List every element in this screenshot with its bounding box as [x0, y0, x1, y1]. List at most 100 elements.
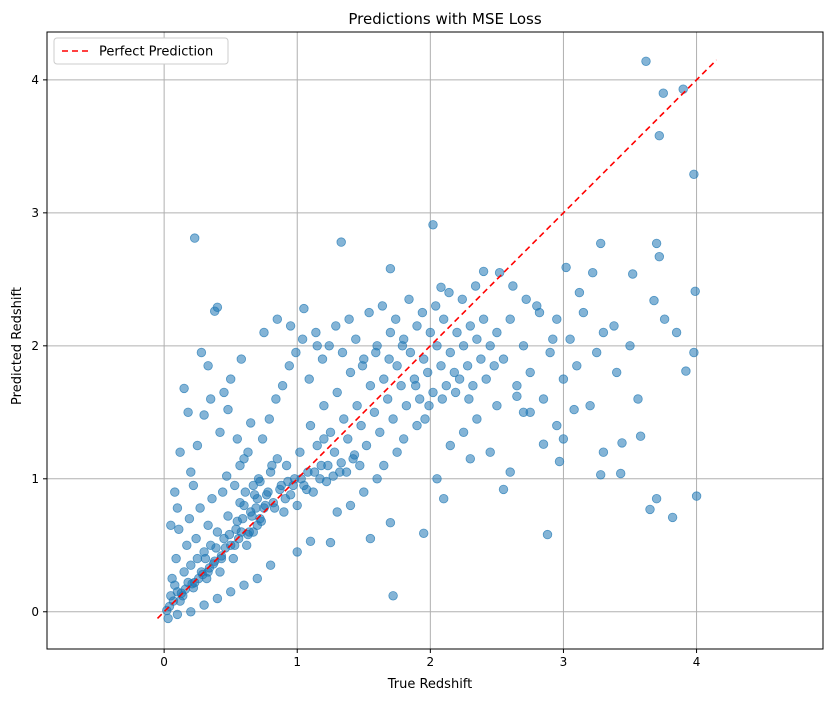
data-point: [183, 407, 193, 418]
data-point: [299, 303, 309, 314]
data-point: [558, 374, 569, 384]
data-point: [462, 361, 473, 371]
data-point: [200, 553, 211, 564]
data-point: [163, 613, 173, 624]
data-point: [419, 528, 429, 539]
data-point: [412, 420, 422, 431]
data-point: [498, 484, 509, 495]
x-tick-label: 3: [560, 655, 568, 669]
data-point: [319, 401, 329, 411]
data-point: [199, 410, 209, 420]
data-point: [248, 480, 259, 491]
y-tick-label: 3: [31, 206, 39, 220]
data-point: [492, 401, 502, 411]
data-point: [192, 553, 203, 564]
data-point: [492, 327, 502, 338]
data-point: [257, 434, 268, 444]
data-point: [188, 480, 199, 491]
data-point: [252, 573, 262, 584]
x-tick-label: 0: [160, 655, 168, 669]
data-point: [264, 414, 275, 424]
data-point: [379, 374, 389, 384]
data-point: [481, 374, 491, 384]
perfect-prediction-line: [156, 59, 718, 619]
data-point: [445, 347, 456, 358]
data-point: [458, 427, 469, 438]
data-point: [369, 407, 380, 418]
data-point: [189, 233, 200, 243]
data-point: [332, 507, 342, 517]
data-point: [392, 447, 402, 457]
data-point: [654, 252, 665, 262]
data-point: [349, 450, 360, 460]
data-point: [245, 418, 256, 428]
data-point: [192, 440, 203, 451]
plot-frame: [46, 31, 824, 650]
data-point: [301, 484, 312, 495]
data-point: [331, 321, 341, 331]
chart-title: Predictions with MSE Loss: [348, 10, 541, 28]
x-axis-label: True Redshift: [387, 677, 473, 692]
legend-box: [53, 37, 229, 65]
data-point: [345, 367, 356, 378]
data-point: [186, 560, 196, 570]
data-point: [189, 577, 200, 588]
data-point: [377, 301, 388, 311]
data-point: [195, 503, 205, 513]
data-point: [428, 220, 438, 230]
y-axis-label: Predicted Redshift: [10, 287, 25, 405]
data-point: [225, 587, 236, 597]
data-point: [572, 361, 582, 371]
data-point: [383, 394, 393, 404]
data-point: [417, 307, 428, 318]
data-point: [596, 238, 606, 249]
data-point: [465, 321, 476, 331]
data-point: [339, 414, 349, 424]
data-point: [372, 474, 382, 484]
data-point: [396, 381, 406, 391]
data-point: [220, 543, 231, 553]
data-point: [292, 500, 302, 511]
data-point: [538, 439, 549, 449]
data-point: [191, 533, 201, 544]
data-point: [212, 527, 223, 537]
data-point: [585, 401, 595, 411]
data-point: [651, 238, 662, 249]
data-point: [277, 381, 288, 391]
data-point: [667, 512, 678, 523]
data-point: [437, 394, 448, 404]
data-point: [525, 407, 535, 418]
data-point: [470, 281, 481, 291]
data-point: [391, 314, 401, 324]
data-point: [288, 480, 298, 491]
data-point: [512, 381, 522, 391]
data-point: [231, 524, 241, 535]
data-point: [344, 314, 354, 324]
data-point: [312, 440, 322, 451]
y-tick-label: 2: [31, 339, 39, 353]
data-point: [439, 494, 449, 504]
data-point: [359, 487, 369, 497]
data-point: [223, 511, 233, 521]
data-point: [464, 394, 474, 404]
data-point: [280, 494, 291, 504]
data-point: [236, 354, 247, 364]
data-point: [174, 524, 184, 535]
data-point: [281, 460, 292, 471]
data-point: [454, 374, 465, 384]
data-point: [633, 394, 643, 404]
data-point: [628, 269, 638, 279]
data-point: [176, 588, 187, 598]
data-point: [681, 366, 691, 376]
data-point: [243, 529, 253, 540]
data-point: [365, 533, 376, 544]
data-point: [332, 387, 342, 398]
data-point: [184, 514, 195, 524]
data-point: [548, 334, 558, 344]
data-point: [319, 434, 329, 444]
data-point: [215, 427, 225, 438]
data-point: [361, 440, 372, 451]
data-point: [323, 460, 333, 471]
data-point: [237, 514, 248, 524]
